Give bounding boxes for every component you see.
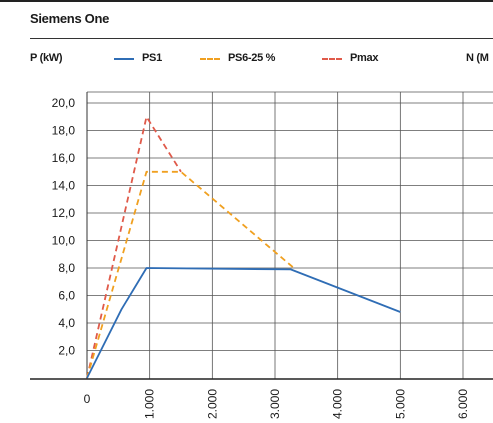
top-rule — [0, 0, 493, 2]
header-rule — [30, 38, 493, 39]
y-tick-label: 2,0 — [58, 344, 75, 358]
x-tick-label: 4.000 — [331, 389, 345, 419]
x-tick-label: 2.000 — [205, 389, 219, 419]
legend-swatch-pmax — [322, 58, 342, 60]
legend-label-ps1: PS1 — [142, 52, 162, 64]
series-line-pmax — [86, 115, 182, 379]
y-tick-label: 12,0 — [52, 206, 76, 220]
x-tick-label: 5.000 — [393, 389, 407, 419]
y-tick-label: 4,0 — [58, 316, 75, 330]
x-tick-label: 3.000 — [268, 389, 282, 419]
x-tick-label: 1.000 — [143, 389, 157, 419]
secondary-axis-label: N (M — [466, 52, 489, 64]
y-tick-label: 6,0 — [58, 289, 75, 303]
y-tick-label: 8,0 — [58, 261, 75, 275]
legend-swatch-ps1 — [114, 58, 134, 60]
y-tick-label: 20,0 — [52, 96, 76, 110]
y-tick-label: 14,0 — [52, 179, 76, 193]
legend-label-pmax: Pmax — [350, 52, 379, 64]
x-tick-label: 0 — [84, 392, 91, 406]
series-line-ps6-25 — [86, 170, 295, 379]
y-tick-label: 18,0 — [52, 124, 76, 138]
y-tick-label: 16,0 — [52, 151, 76, 165]
y-axis-label: P (kW) — [30, 52, 63, 64]
y-tick-label: 10,0 — [52, 234, 76, 248]
chart-title: Siemens One — [30, 11, 110, 26]
legend-swatch-ps6 — [200, 58, 220, 60]
legend-label-ps6: PS6-25 % — [228, 52, 276, 64]
x-tick-label: 6.000 — [456, 389, 470, 419]
series-line-ps1 — [86, 267, 401, 379]
